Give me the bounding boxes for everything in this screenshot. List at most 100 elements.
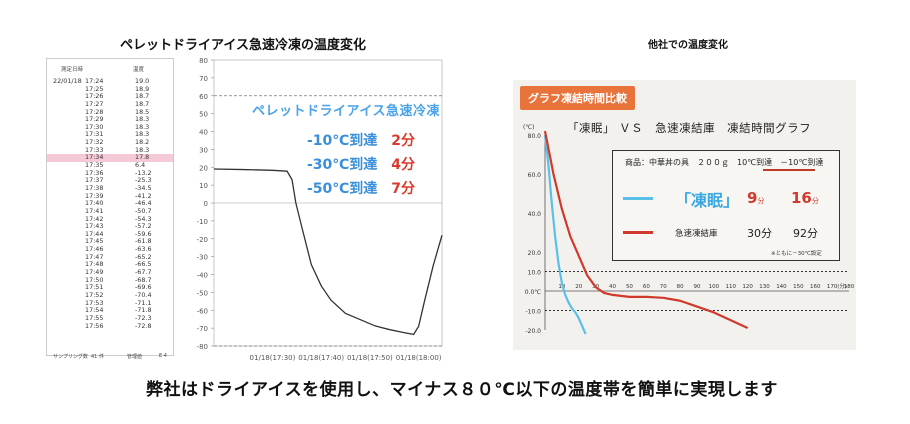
row-temp: 18.3 xyxy=(135,145,150,154)
legend-value-freezer-minus10: 92分 xyxy=(793,227,818,240)
y-tick-label: -50 xyxy=(197,289,208,297)
annotation-box: ペレットドライアイス急速冷凍 -10℃到達 2分 -30℃到達 4分 -50℃到達 7… xyxy=(252,100,440,197)
x-tick-label: 01/18(17:40) xyxy=(298,354,344,362)
legend-note: ※ともに－30℃設定 xyxy=(771,251,822,257)
y-tick-label: 70 xyxy=(199,75,208,83)
annotation-value: 7分 xyxy=(391,181,415,197)
col-time-header: 測定日時 xyxy=(61,67,84,73)
row-temp: -41.2 xyxy=(135,191,152,200)
annotation-line-2: -30℃到達 4分 xyxy=(307,154,415,174)
table-row: 17:50 -68.7 xyxy=(47,275,173,285)
row-time: 17:25 xyxy=(85,84,104,93)
y-tick-label: 10.0 xyxy=(528,270,542,277)
row-temp: -57.2 xyxy=(135,222,152,231)
row-time: 17:26 xyxy=(85,92,104,101)
y-tick-label: 40.0 xyxy=(528,211,542,218)
row-date: 22/01/18 xyxy=(53,77,82,85)
row-time: 17:30 xyxy=(85,122,104,131)
x-tick-label: 50 xyxy=(626,284,633,290)
table-row: 17:38 -34.5 xyxy=(47,183,173,193)
y-tick-label: -20.0 xyxy=(525,328,541,335)
row-temp: -72.8 xyxy=(135,321,152,330)
temperature-line xyxy=(213,168,443,336)
row-temp: 18.3 xyxy=(135,130,150,139)
table-row: 17:28 18.5 xyxy=(47,107,173,117)
table-row: 22/01/18 17:24 19.0 xyxy=(47,77,173,86)
row-temp: 19.0 xyxy=(135,77,150,85)
y-tick-label: 10 xyxy=(199,182,208,190)
table-row: 17:31 18.3 xyxy=(47,131,173,139)
table-row: 17:36 -13.2 xyxy=(47,168,173,178)
row-time: 17:51 xyxy=(85,283,104,292)
row-temp: -50.7 xyxy=(135,206,152,215)
y-tick-label: -30 xyxy=(197,254,208,262)
product-label: 商品：中華丼の具 ２００ｇ 10℃到達 －10℃到達 xyxy=(625,158,824,167)
row-temp: -72.3 xyxy=(135,313,152,322)
row-time: 17:52 xyxy=(85,290,104,299)
x-tick-label: 100 xyxy=(709,284,720,290)
row-temp: -71.8 xyxy=(135,306,152,315)
table-row: 17:52 -70.4 xyxy=(47,290,173,300)
row-temp: -66.5 xyxy=(135,260,152,269)
y-tick-label: 0 xyxy=(204,200,208,208)
control-value: E 4 xyxy=(159,353,167,359)
row-temp: -68.7 xyxy=(135,275,152,284)
row-temp: 6.4 xyxy=(135,161,146,170)
row-time: 17:50 xyxy=(85,275,104,284)
dry-ice-temperature-chart: 80 70 60 50 40 30 20 10 0 -10 -20 -30 -40 -50 -60 -70 -8… xyxy=(197,57,443,362)
row-temp: -65.2 xyxy=(135,252,152,261)
row-time: 17:53 xyxy=(85,298,104,307)
sampling-label: サンプリング数 xyxy=(53,354,88,360)
row-time: 17:32 xyxy=(85,138,104,147)
chart-title-right: 他社での温度変化 xyxy=(648,40,728,51)
chart-title-left: ペレットドライアイス急速冷凍の温度変化 xyxy=(120,38,366,53)
table-row: 17:51 -69.6 xyxy=(47,284,173,292)
comparison-legend: 商品：中華丼の具 ２００ｇ 10℃到達 －10℃到達 「凍眠」 9分 16分 急… xyxy=(612,150,840,261)
x-tick-label: 01/18(17:50) xyxy=(347,354,393,362)
row-time: 17:38 xyxy=(85,183,104,192)
row-temp: 18.5 xyxy=(135,107,150,116)
annotation-label: -50℃到達 xyxy=(307,181,378,197)
row-time: 17:41 xyxy=(85,206,104,215)
y-tick-label: 0.0℃ xyxy=(525,289,542,296)
table-row: 17:55 -72.3 xyxy=(47,313,173,323)
row-time: 17:46 xyxy=(85,245,104,254)
row-time: 17:49 xyxy=(85,268,104,277)
control-label: 管理値 xyxy=(127,354,143,360)
table-row: 17:29 18.3 xyxy=(47,116,173,124)
x-tick-label: 170 xyxy=(827,284,838,290)
row-time: 17:35 xyxy=(85,161,104,170)
table-row: 17:32 18.2 xyxy=(47,138,173,147)
row-time: 17:27 xyxy=(85,99,104,108)
table-row: 17:40 -46.4 xyxy=(47,200,173,208)
legend-value-tomin-10: 9分 xyxy=(747,189,765,207)
legend-swatch-blue xyxy=(623,197,653,200)
table-row: 17:25 18.9 xyxy=(47,84,173,94)
y-tick-label: -40 xyxy=(197,272,208,280)
row-temp: -69.6 xyxy=(135,283,152,292)
row-time: 17:33 xyxy=(85,145,104,154)
row-time: 17:28 xyxy=(85,107,104,116)
row-temp: -63.6 xyxy=(135,245,152,254)
row-temp: 18.7 xyxy=(135,92,150,101)
row-temp: 17.8 xyxy=(135,153,150,162)
row-time: 17:45 xyxy=(85,237,104,246)
table-row: 17:54 -71.8 xyxy=(47,307,173,315)
legend-name-freezer: 急速凍結庫 xyxy=(675,229,718,239)
row-temp: -61.8 xyxy=(135,237,152,246)
table-row: 17:37 -25.3 xyxy=(47,177,173,185)
row-temp: 18.3 xyxy=(135,122,150,131)
row-temp: -46.4 xyxy=(135,199,152,208)
row-temp: -59.6 xyxy=(135,229,152,238)
freeze-time-comparison-chart: 80.060.040.020.010.00.0℃-10.0-20.0(℃)10 2… xyxy=(523,124,855,335)
col-temp-header: 温度 xyxy=(133,67,145,73)
row-temp: -34.5 xyxy=(135,183,152,192)
x-tick-label: 80 xyxy=(677,284,684,290)
y-tick-label: 50 xyxy=(199,111,208,119)
y-tick-label: -60 xyxy=(197,307,208,315)
row-time: 17:40 xyxy=(85,199,104,208)
row-temp: -70.4 xyxy=(135,290,152,299)
row-temp: -13.2 xyxy=(135,168,152,177)
y-tick-label: 20.0 xyxy=(528,250,542,257)
annotation-value: 2分 xyxy=(391,133,415,149)
